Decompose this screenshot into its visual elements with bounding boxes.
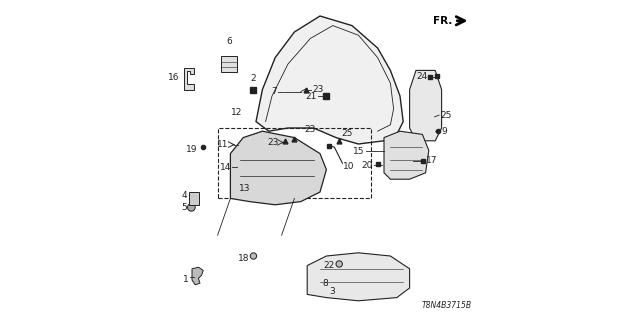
Text: 22: 22	[323, 261, 335, 270]
Text: 16: 16	[168, 73, 179, 82]
Text: 23: 23	[312, 85, 323, 94]
Bar	[221, 56, 237, 72]
Text: 24: 24	[416, 72, 428, 81]
Text: FR.: FR.	[433, 16, 453, 26]
Text: 17: 17	[426, 156, 438, 165]
Bar	[189, 192, 199, 205]
Text: 4: 4	[182, 191, 188, 200]
Polygon shape	[307, 253, 410, 301]
Polygon shape	[184, 68, 193, 90]
Text: 23: 23	[304, 125, 316, 134]
Text: 19: 19	[186, 145, 198, 154]
Text: 5: 5	[182, 203, 188, 212]
Polygon shape	[410, 70, 442, 141]
Text: 25: 25	[342, 129, 353, 138]
Text: T8N4B3715B: T8N4B3715B	[422, 301, 472, 310]
Text: 20: 20	[362, 161, 373, 170]
Text: 10: 10	[343, 162, 355, 171]
Polygon shape	[192, 267, 204, 285]
Polygon shape	[230, 131, 326, 205]
Text: 21: 21	[305, 92, 317, 100]
Text: 14: 14	[220, 163, 231, 172]
Polygon shape	[256, 16, 403, 144]
Text: 13: 13	[239, 184, 250, 193]
Text: 18: 18	[237, 254, 249, 263]
Text: 15: 15	[353, 147, 364, 156]
Text: 1: 1	[183, 275, 189, 284]
Circle shape	[188, 204, 195, 211]
Text: 9: 9	[442, 127, 447, 136]
Text: 25: 25	[440, 111, 451, 120]
Text: 7: 7	[271, 87, 277, 96]
Polygon shape	[384, 131, 429, 179]
Text: 2: 2	[250, 74, 255, 83]
Text: 23: 23	[267, 138, 278, 147]
Circle shape	[250, 253, 257, 259]
Text: 11: 11	[218, 140, 229, 149]
Text: 8: 8	[323, 279, 328, 288]
Circle shape	[336, 261, 342, 267]
Text: 12: 12	[231, 108, 243, 117]
Bar	[218, 128, 371, 198]
Text: 3: 3	[330, 287, 335, 296]
Text: 6: 6	[226, 37, 232, 46]
